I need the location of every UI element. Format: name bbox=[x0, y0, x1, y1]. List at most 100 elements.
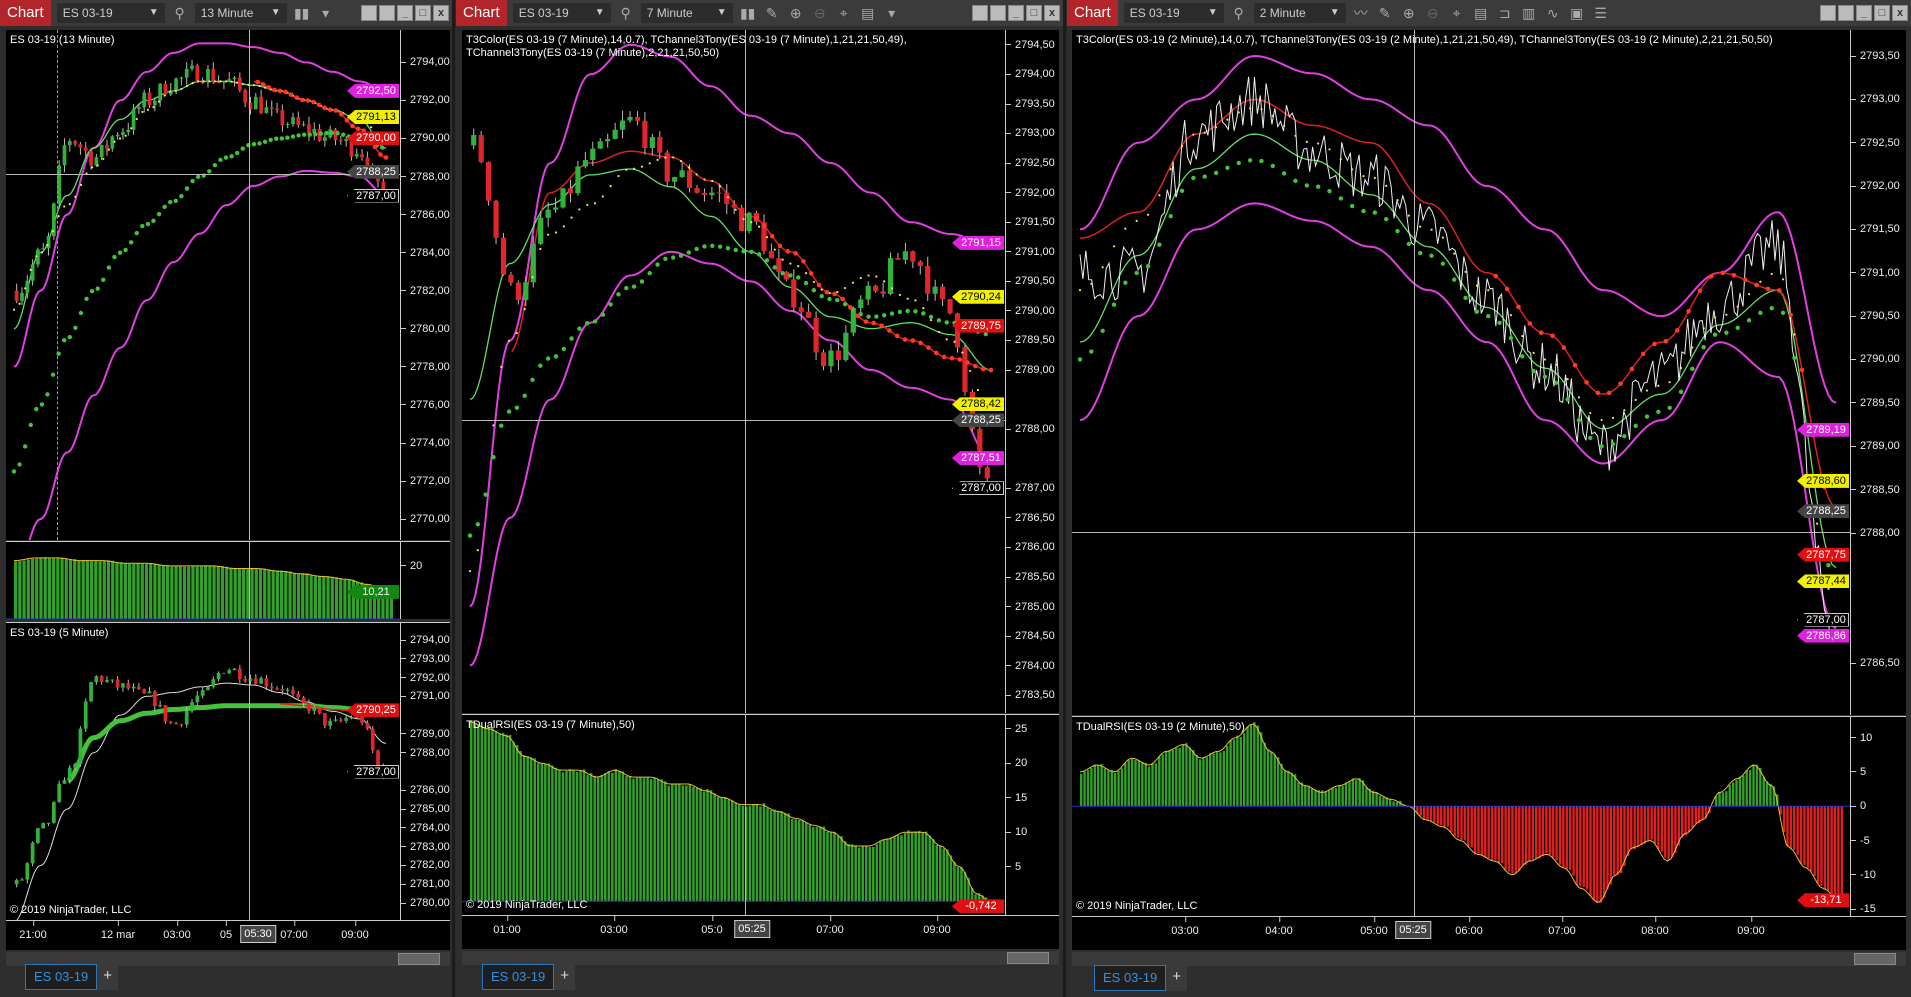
scrollbar-thumb[interactable] bbox=[1854, 953, 1896, 965]
tile-icon[interactable] bbox=[1838, 5, 1854, 21]
tile-icon[interactable] bbox=[972, 5, 988, 21]
minimize-button[interactable]: _ bbox=[1856, 5, 1872, 21]
candle bbox=[227, 79, 232, 82]
histogram-bar bbox=[1080, 773, 1083, 807]
channel-mid-line-dot bbox=[585, 321, 590, 326]
price-axis[interactable]: 2794,00 2793,00 2792,00 2791,00 2789,00 2788,… bbox=[400, 622, 450, 920]
data-box-icon[interactable]: ▣ bbox=[1570, 4, 1584, 21]
candle bbox=[73, 141, 77, 145]
interval-selector[interactable]: 13 Minute ▼ bbox=[194, 3, 287, 23]
candle bbox=[597, 141, 603, 149]
add-tab-button[interactable]: + bbox=[554, 964, 575, 990]
indicator-axis[interactable]: 20 bbox=[400, 541, 450, 619]
add-tab-button[interactable]: + bbox=[97, 964, 118, 990]
zoom-in-icon[interactable]: ⊕ bbox=[1402, 4, 1415, 21]
price-axis[interactable]: 2794,00 2792,00 2790,00 2788,00 2786,00 2784,… bbox=[400, 30, 450, 540]
scrollbar-thumb[interactable] bbox=[398, 953, 440, 965]
pencil-icon[interactable]: ✎ bbox=[765, 4, 778, 21]
channel-mid-line-dot bbox=[223, 155, 229, 160]
price-pane-5min[interactable]: ES 03-19 (5 Minute) © 2019 NinjaTrader, … bbox=[6, 622, 400, 920]
zoom-out-icon[interactable]: ⊖ bbox=[813, 4, 826, 21]
minimize-button[interactable]: _ bbox=[1008, 5, 1024, 21]
tile-icon[interactable] bbox=[990, 5, 1006, 21]
channel-mid-line-dot bbox=[1293, 178, 1298, 184]
tab-es-03-19[interactable]: ES 03-19 bbox=[482, 964, 555, 990]
bar-style-icon[interactable]: ▮▮ bbox=[293, 4, 310, 21]
price-pane-2min[interactable]: T3Color(ES 03-19 (2 Minute),14,0.7), TCh… bbox=[1072, 30, 1850, 715]
crosshair-icon[interactable]: ⌖ bbox=[839, 4, 848, 21]
indicator-axis[interactable]: 10 5 0 -5 -10 -15 bbox=[1850, 716, 1906, 916]
tile-icon[interactable] bbox=[361, 5, 377, 21]
properties-icon[interactable]: ▤ bbox=[861, 4, 875, 21]
histogram-bar bbox=[250, 568, 254, 619]
horizontal-scrollbar[interactable] bbox=[6, 952, 450, 966]
search-icon[interactable]: ⚲ bbox=[620, 4, 631, 21]
instrument-selector[interactable]: ES 03-19 ▼ bbox=[1123, 3, 1224, 23]
histogram-bar bbox=[1789, 806, 1793, 849]
search-icon[interactable]: ⚲ bbox=[1233, 4, 1244, 21]
add-tab-button[interactable]: + bbox=[1166, 965, 1187, 991]
histogram-bar bbox=[484, 727, 487, 902]
indicator-pane[interactable]: TDualRSI(ES 03-19 (7 Minute),50) © 2019 … bbox=[462, 714, 1005, 915]
channel-mid-line-dot bbox=[710, 243, 715, 249]
indicator-axis[interactable]: 25 20 15 10 5 bbox=[1005, 714, 1059, 915]
maximize-button[interactable]: □ bbox=[1026, 5, 1042, 21]
close-button[interactable]: x bbox=[433, 5, 449, 21]
search-icon[interactable]: ⚲ bbox=[174, 4, 185, 21]
instrument-selector[interactable]: ES 03-19 ▼ bbox=[56, 3, 165, 23]
chart-menu-button[interactable]: Chart bbox=[1067, 0, 1118, 26]
t3-line-dot bbox=[922, 307, 925, 310]
chart-menu-button[interactable]: Chart bbox=[456, 0, 507, 26]
zoom-out-icon[interactable]: ⊖ bbox=[1426, 4, 1439, 21]
tab-es-03-19[interactable]: ES 03-19 bbox=[1094, 965, 1167, 991]
t3-red-dot bbox=[980, 366, 986, 372]
instrument-selector[interactable]: ES 03-19 ▼ bbox=[512, 3, 611, 23]
tab-es-03-19[interactable]: ES 03-19 bbox=[25, 964, 98, 990]
indicators-icon[interactable]: ▥ bbox=[1522, 4, 1536, 21]
zoom-in-icon[interactable]: ⊕ bbox=[789, 4, 802, 21]
histogram-bar bbox=[288, 571, 292, 619]
interval-selector[interactable]: 2 Minute ▼ bbox=[1253, 3, 1346, 23]
interval-selector[interactable]: 7 Minute ▼ bbox=[640, 3, 733, 23]
strategies-icon[interactable]: ∿ bbox=[1546, 4, 1559, 21]
price-axis[interactable]: 2794,50 2794,00 2793,50 2793,00 2792,50 2792,… bbox=[1005, 30, 1059, 713]
maximize-button[interactable]: □ bbox=[1874, 5, 1890, 21]
horizontal-scrollbar[interactable] bbox=[1072, 952, 1906, 966]
template-icon[interactable]: ⊐ bbox=[1498, 4, 1511, 21]
t3-red-dot bbox=[1618, 381, 1623, 387]
close-button[interactable]: x bbox=[1892, 5, 1908, 21]
histogram-bar bbox=[1562, 806, 1565, 868]
close-button[interactable]: x bbox=[1044, 5, 1060, 21]
histogram-bar bbox=[529, 757, 533, 902]
price-axis[interactable]: 2793,50 2793,00 2792,50 2792,00 2791,50 2791,… bbox=[1850, 30, 1906, 715]
pencil-icon[interactable]: ✎ bbox=[1378, 4, 1391, 21]
price-pane-13min[interactable]: ES 03-19 (13 Minute) 2792,50 2791,13 2790,… bbox=[6, 30, 400, 540]
minimize-button[interactable]: _ bbox=[397, 5, 413, 21]
dropdown-icon[interactable]: ▾ bbox=[888, 4, 896, 21]
crosshair-icon[interactable]: ⌖ bbox=[1452, 4, 1461, 21]
indicator-pane[interactable]: TDualRSI(ES 03-19 (2 Minute),50) © 2019 … bbox=[1072, 716, 1850, 916]
tile-icon[interactable] bbox=[1820, 5, 1836, 21]
price-pane-7min[interactable]: T3Color(ES 03-19 (7 Minute),14,0.7), TCh… bbox=[462, 30, 1005, 713]
channel-mid-line-dot bbox=[881, 313, 887, 318]
properties-icon[interactable]: ▤ bbox=[1474, 4, 1488, 21]
histogram-bar bbox=[14, 561, 18, 619]
dropdown-icon[interactable]: ▾ bbox=[322, 4, 330, 21]
list-icon[interactable]: ☰ bbox=[1594, 4, 1607, 21]
channel-mid-line-dot bbox=[1361, 208, 1366, 214]
time-axis[interactable]: 21:00 12 mar 03:00 05 07:00 09:00 05:30 bbox=[6, 920, 450, 950]
chart-menu-button[interactable]: Chart bbox=[0, 0, 51, 26]
candle bbox=[57, 165, 62, 204]
horizontal-scrollbar[interactable] bbox=[462, 951, 1059, 965]
scrollbar-thumb[interactable] bbox=[1007, 952, 1049, 964]
window-controls: _ □ x bbox=[972, 5, 1063, 21]
bar-style-icon[interactable]: ▮▮ bbox=[739, 4, 756, 21]
tile-icon[interactable] bbox=[379, 5, 395, 21]
maximize-button[interactable]: □ bbox=[415, 5, 431, 21]
time-axis[interactable]: 03:00 04:00 05:00 06:00 07:00 08:00 09:00 05:25 bbox=[1072, 916, 1906, 950]
time-axis[interactable]: 01:00 03:00 05:0 07:00 09:00 05:25 bbox=[462, 915, 1059, 949]
indicator-pane[interactable]: 10,21 bbox=[6, 541, 400, 619]
line-style-icon[interactable]: 〰 bbox=[1353, 5, 1368, 21]
time-tick-label: 12 mar bbox=[100, 921, 136, 941]
candle bbox=[195, 65, 200, 83]
